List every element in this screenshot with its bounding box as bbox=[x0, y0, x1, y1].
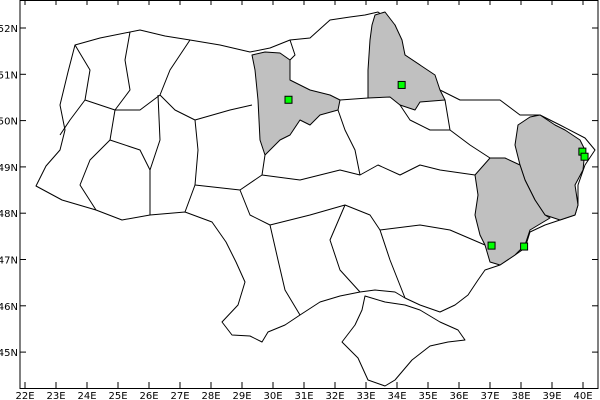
x-tick-label: 32E bbox=[325, 391, 344, 400]
x-tick-label: 37E bbox=[480, 391, 499, 400]
x-tick-label: 28E bbox=[201, 391, 220, 400]
highlighted-region bbox=[514, 114, 586, 221]
x-tick-label: 29E bbox=[232, 391, 251, 400]
x-tick-label: 27E bbox=[170, 391, 189, 400]
highlighted-region bbox=[367, 11, 446, 111]
x-tick-label: 30E bbox=[263, 391, 282, 400]
y-tick-label: 50N bbox=[0, 117, 18, 128]
x-tick-label: 23E bbox=[46, 391, 65, 400]
country-mainland bbox=[35, 11, 596, 343]
y-tick-label: 45N bbox=[0, 348, 18, 359]
crimea-peninsula bbox=[341, 295, 466, 387]
y-tick-label: 48N bbox=[0, 209, 18, 220]
y-tick-label: 46N bbox=[0, 302, 18, 313]
x-tick-label: 34E bbox=[387, 391, 406, 400]
x-tick-label: 25E bbox=[108, 391, 127, 400]
highlighted-region bbox=[474, 157, 551, 266]
x-tick-label: 39E bbox=[542, 391, 561, 400]
y-tick-label: 49N bbox=[0, 163, 18, 174]
x-tick-label: 38E bbox=[511, 391, 530, 400]
x-tick-label: 36E bbox=[449, 391, 468, 400]
x-tick-label: 35E bbox=[418, 391, 437, 400]
x-tick-label: 31E bbox=[294, 391, 313, 400]
oblast-borders bbox=[59, 31, 491, 316]
y-tick-label: 51N bbox=[0, 70, 18, 81]
location-marker bbox=[487, 241, 496, 250]
x-tick-label: 22E bbox=[15, 391, 34, 400]
location-marker bbox=[284, 95, 293, 104]
location-marker bbox=[397, 80, 406, 89]
x-tick-label: 24E bbox=[77, 391, 96, 400]
plot-frame bbox=[19, 0, 599, 389]
y-tick-label: 47N bbox=[0, 256, 18, 267]
x-tick-label: 33E bbox=[356, 391, 375, 400]
x-tick-label: 40E bbox=[573, 391, 592, 400]
x-tick-label: 26E bbox=[139, 391, 158, 400]
location-marker bbox=[580, 152, 589, 161]
y-tick-label: 52N bbox=[0, 24, 18, 35]
highlighted-region bbox=[251, 51, 341, 156]
location-marker bbox=[520, 242, 529, 251]
